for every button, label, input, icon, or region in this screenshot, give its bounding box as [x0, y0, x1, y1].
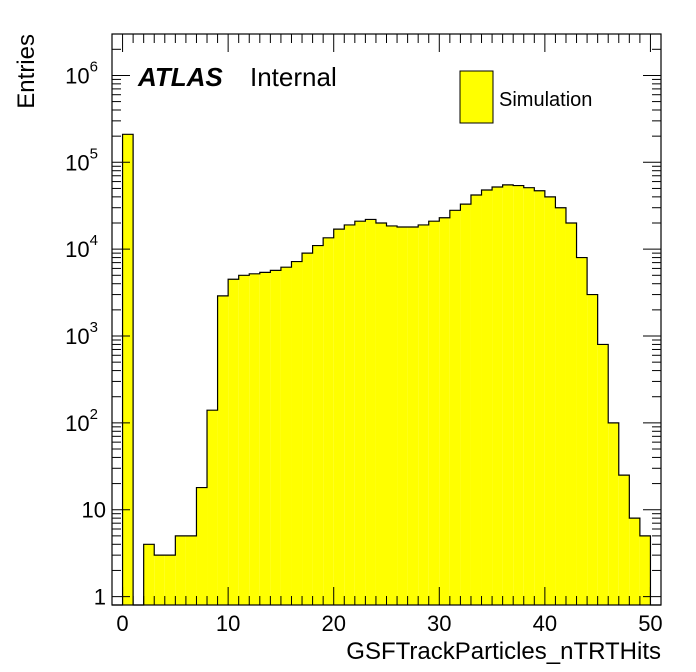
histogram-bar: [238, 275, 250, 605]
histogram-bar: [629, 518, 640, 605]
y-tick-label: 104: [65, 232, 98, 262]
x-tick-label: 50: [638, 611, 662, 636]
histogram-bar: [344, 224, 355, 605]
histogram-bar: [565, 223, 577, 605]
histogram-bar: [270, 270, 281, 605]
histogram-bar: [196, 487, 208, 605]
x-tick-label: 30: [427, 611, 451, 636]
histogram-bar: [280, 267, 292, 605]
histogram-bar: [312, 245, 324, 605]
y-tick-label: 10: [82, 498, 106, 523]
x-tick-label: 40: [533, 611, 557, 636]
x-axis-ticks: 0 10 20 30 40 50: [116, 34, 663, 636]
x-tick-label: 0: [116, 611, 128, 636]
histogram-bar: [597, 344, 609, 605]
histogram-bar: [333, 229, 345, 605]
histogram-bar: [587, 294, 598, 605]
histogram-bar: [291, 261, 303, 605]
histogram-bar: [428, 221, 440, 606]
histogram-bar: [639, 535, 651, 605]
histogram-bar: [449, 210, 461, 605]
histogram-bar: [470, 195, 482, 605]
histogram-bar: [555, 207, 566, 605]
histogram-outline: [112, 133, 661, 606]
x-tick-label: 20: [321, 611, 345, 636]
histogram-bar: [185, 535, 197, 605]
y-tick-label: 103: [65, 319, 98, 349]
y-axis-ticks: 1 10 102 103 104 105 106: [65, 33, 661, 610]
histogram-bar: [302, 253, 313, 605]
histogram-bar: [217, 295, 229, 605]
histogram-bar: [323, 237, 334, 605]
histogram-bar: [618, 475, 630, 605]
y-tick-label: 102: [65, 406, 98, 436]
histogram-bar: [608, 422, 619, 605]
histogram-bar: [407, 226, 419, 605]
histogram-bar: [502, 184, 514, 605]
y-tick-label: 105: [65, 145, 98, 175]
legend-entry-simulation: Simulation: [499, 89, 592, 111]
histogram-bar: [418, 224, 429, 605]
y-tick-label: 1: [94, 585, 106, 610]
y-tick-label: 106: [65, 58, 98, 88]
histogram-bar: [544, 196, 556, 606]
histogram-bar: [439, 217, 450, 606]
histogram-bar: [386, 225, 398, 605]
histogram-bar: [397, 226, 408, 605]
histogram-bar: [492, 186, 503, 605]
x-tick-label: 10: [216, 611, 240, 636]
histogram-bar: [175, 535, 186, 605]
histogram-bar: [259, 272, 271, 605]
histogram-bar: [249, 273, 260, 605]
x-axis-title: GSFTrackParticles_nTRTHits: [346, 638, 661, 665]
histogram-bar: [207, 410, 218, 605]
legend-swatch: [459, 70, 494, 124]
histogram-bar: [154, 555, 165, 605]
histogram-bar: [122, 134, 134, 605]
histogram-bar: [460, 204, 471, 605]
atlas-label: ATLAS: [137, 62, 223, 92]
histogram-bars: [112, 133, 661, 606]
histogram-bar: [523, 187, 535, 605]
histogram-bar: [143, 544, 155, 605]
histogram-bar: [228, 279, 239, 605]
histogram-bar: [375, 223, 387, 605]
histogram-bar: [481, 189, 493, 606]
histogram-bar: [164, 555, 176, 605]
histogram-bar: [576, 257, 588, 605]
y-axis-title: Entries: [13, 34, 40, 109]
histogram-bar: [365, 219, 376, 605]
histogram-bar: [354, 221, 366, 606]
histogram-bar: [513, 185, 524, 605]
histogram-bar: [534, 190, 545, 605]
internal-label: Internal: [250, 62, 337, 92]
